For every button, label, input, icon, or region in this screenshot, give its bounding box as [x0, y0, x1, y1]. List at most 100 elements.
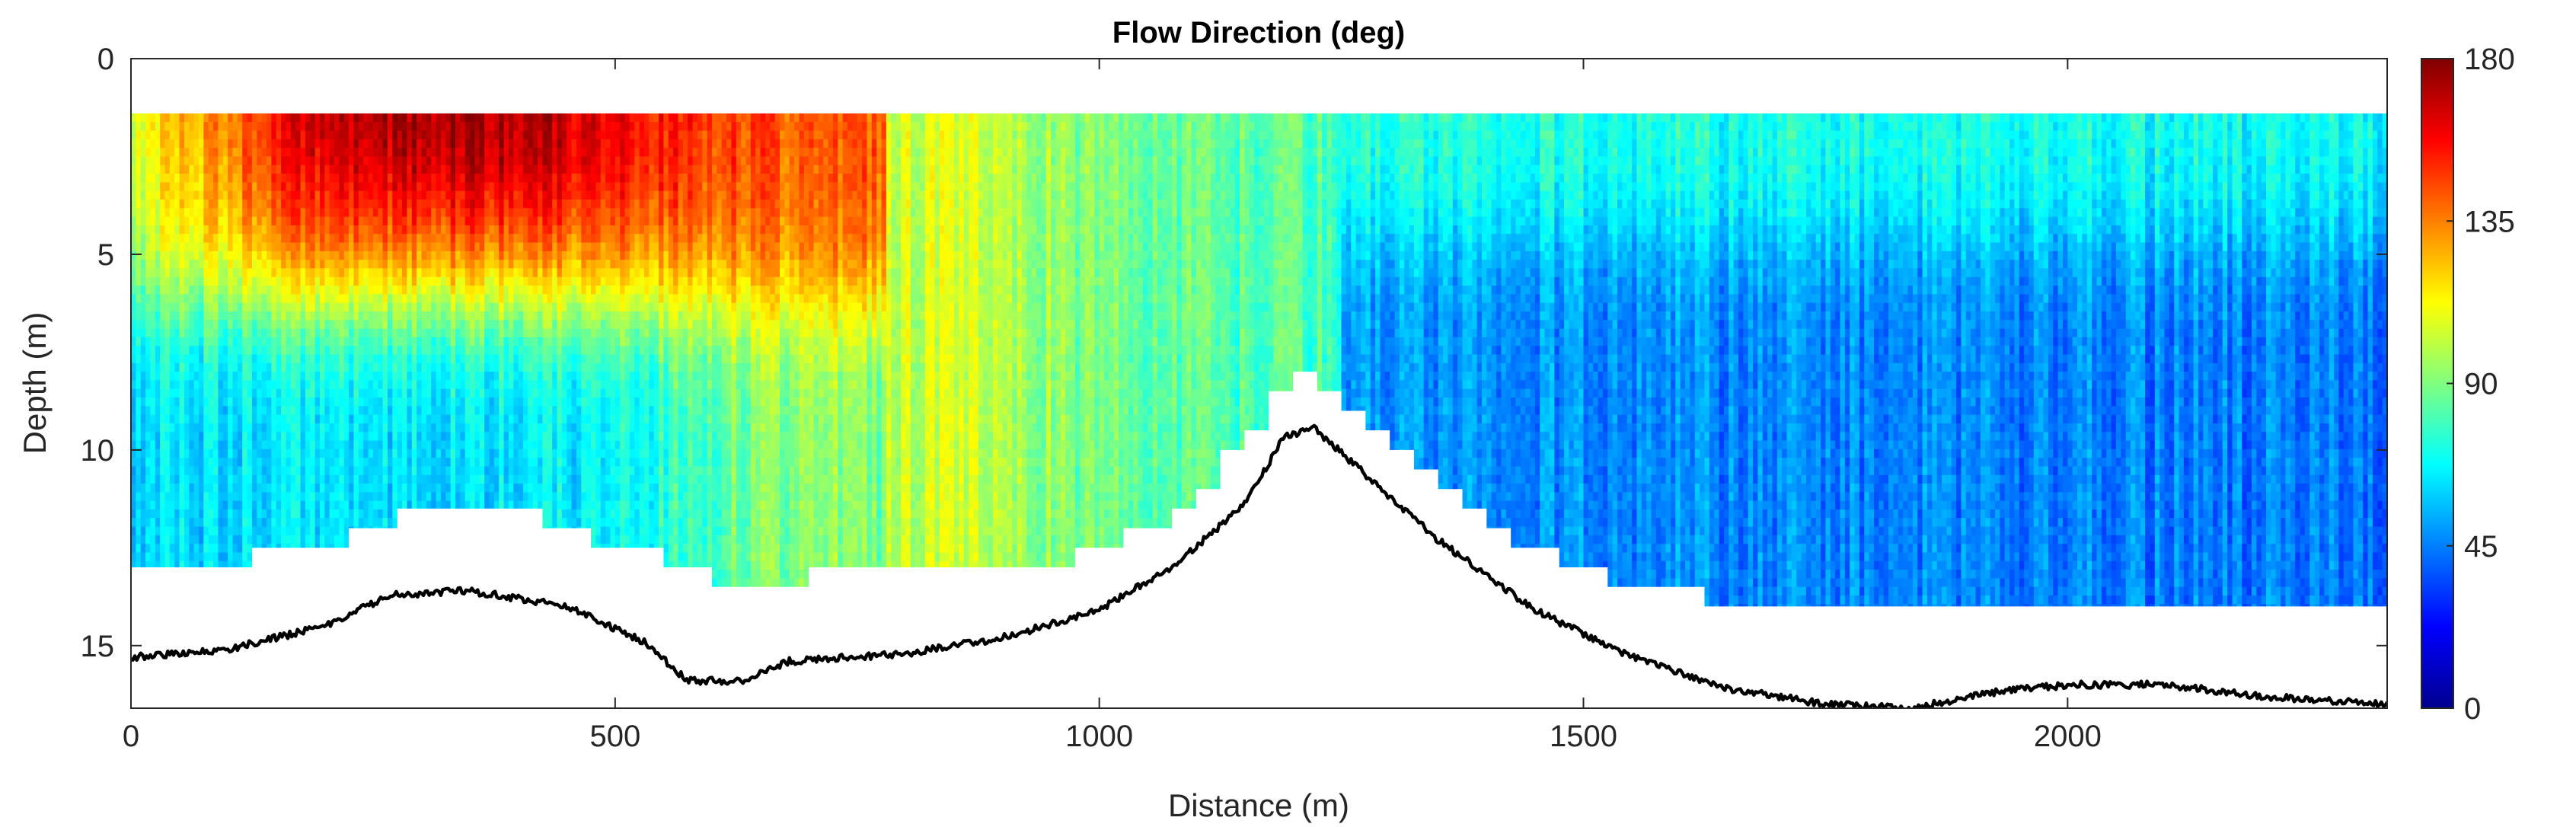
- heatmap-cell: [247, 346, 253, 355]
- heatmap-cell: [180, 346, 185, 355]
- heatmap-cell: [150, 337, 155, 346]
- heatmap-cell: [160, 406, 165, 415]
- heatmap-cell: [359, 449, 364, 458]
- heatmap-cell: [165, 113, 171, 123]
- heatmap-cell: [170, 165, 175, 174]
- heatmap-cell: [426, 423, 432, 433]
- chart-title: Flow Direction (deg): [1112, 16, 1405, 49]
- heatmap-cell: [494, 260, 500, 269]
- heatmap-cell: [460, 122, 465, 131]
- heatmap-cell: [199, 432, 204, 441]
- heatmap-cell: [392, 260, 397, 269]
- heatmap-cell: [223, 320, 228, 329]
- heatmap-cell: [194, 217, 200, 226]
- heatmap-cell: [388, 260, 393, 269]
- heatmap-cell: [513, 432, 519, 441]
- heatmap-cell: [480, 449, 485, 458]
- heatmap-cell: [170, 200, 175, 209]
- heatmap-cell: [383, 475, 388, 484]
- heatmap-cell: [262, 243, 267, 252]
- heatmap-cell: [150, 113, 155, 123]
- heatmap-cell: [145, 156, 151, 165]
- heatmap-cell: [228, 406, 233, 415]
- heatmap-cell: [484, 277, 490, 286]
- heatmap-cell: [330, 337, 335, 346]
- heatmap-cell: [301, 389, 306, 398]
- heatmap-cell: [150, 389, 155, 398]
- heatmap-cell: [155, 139, 161, 148]
- heatmap-cell: [417, 337, 422, 346]
- heatmap-cell: [267, 458, 272, 467]
- heatmap-cell: [276, 458, 282, 467]
- heatmap-cell: [145, 380, 151, 389]
- heatmap-cell: [422, 268, 427, 277]
- heatmap-cell: [286, 200, 291, 209]
- heatmap-cell: [349, 243, 354, 252]
- heatmap-cell: [490, 492, 495, 501]
- heatmap-cell: [271, 466, 276, 475]
- heatmap-cell: [213, 484, 219, 493]
- heatmap-cell: [262, 329, 267, 338]
- heatmap-cell: [199, 294, 204, 303]
- heatmap-cell: [165, 458, 171, 467]
- heatmap-cell: [252, 225, 257, 235]
- heatmap-cell: [422, 260, 427, 269]
- heatmap-cell: [223, 432, 228, 441]
- heatmap-cell: [519, 260, 524, 269]
- heatmap-cell: [378, 243, 383, 252]
- heatmap-cell: [180, 139, 185, 148]
- heatmap-cell: [310, 398, 315, 407]
- heatmap-cell: [281, 182, 286, 191]
- heatmap-cell: [267, 268, 272, 277]
- heatmap-cell: [383, 501, 388, 510]
- heatmap-cell: [378, 337, 383, 346]
- heatmap-cell: [131, 208, 136, 217]
- heatmap-cell: [509, 329, 514, 338]
- heatmap-cell: [451, 122, 456, 131]
- heatmap-cell: [528, 217, 533, 226]
- heatmap-cell: [513, 389, 519, 398]
- heatmap-cell: [213, 251, 219, 260]
- heatmap-cell: [141, 165, 146, 174]
- heatmap-cell: [276, 535, 282, 544]
- heatmap-cell: [267, 535, 272, 544]
- heatmap-cell: [276, 363, 282, 372]
- heatmap-cell: [320, 458, 325, 467]
- heatmap-cell: [499, 148, 504, 157]
- heatmap-cell: [199, 441, 204, 450]
- heatmap-cell: [480, 337, 485, 346]
- heatmap-cell: [509, 139, 514, 148]
- heatmap-cell: [131, 234, 136, 243]
- heatmap-cell: [324, 251, 330, 260]
- heatmap-cell: [223, 544, 228, 553]
- heatmap-cell: [305, 260, 311, 269]
- heatmap-cell: [378, 441, 383, 450]
- heatmap-cell: [252, 234, 257, 243]
- heatmap-cell: [324, 509, 330, 519]
- heatmap-cell: [480, 466, 485, 475]
- heatmap-cell: [165, 139, 171, 148]
- heatmap-cell: [257, 380, 262, 389]
- heatmap-cell: [392, 182, 397, 191]
- heatmap-cell: [305, 191, 311, 200]
- heatmap-cell: [301, 165, 306, 174]
- heatmap-cell: [295, 398, 301, 407]
- heatmap-cell: [474, 423, 480, 433]
- heatmap-cell: [383, 346, 388, 355]
- heatmap-cell: [344, 311, 350, 321]
- heatmap-cell: [228, 268, 233, 277]
- heatmap-cell: [145, 268, 151, 277]
- heatmap-cell: [199, 131, 204, 140]
- heatmap-cell: [509, 131, 514, 140]
- heatmap-cell: [431, 432, 436, 441]
- heatmap-cell: [252, 423, 257, 433]
- heatmap-cell: [499, 311, 504, 321]
- heatmap-cell: [388, 501, 393, 510]
- heatmap-cell: [305, 277, 311, 286]
- heatmap-cell: [141, 406, 146, 415]
- heatmap-cell: [513, 423, 519, 433]
- heatmap-cell: [417, 286, 422, 295]
- heatmap-cell: [388, 311, 393, 321]
- heatmap-cell: [276, 423, 282, 433]
- heatmap-cell: [494, 337, 500, 346]
